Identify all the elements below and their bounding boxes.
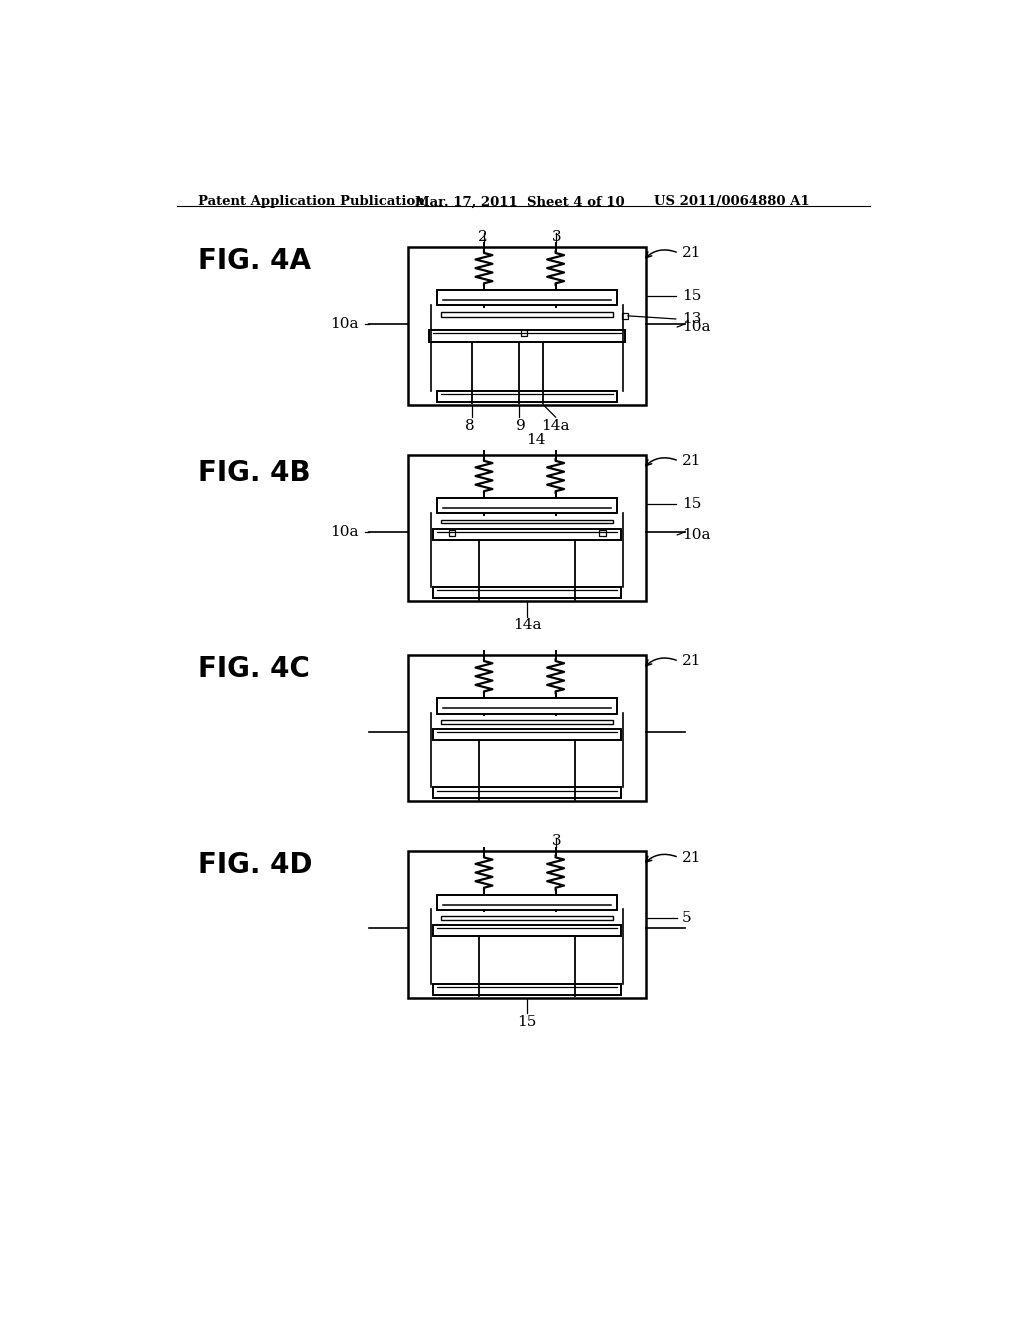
Bar (437, 290, 617, 305)
Bar (429, 330, 625, 342)
Bar (441, 520, 613, 524)
Bar (441, 312, 613, 317)
Text: 13: 13 (682, 312, 701, 326)
Text: 2: 2 (477, 230, 487, 244)
Text: 9: 9 (516, 418, 526, 433)
Bar (433, 729, 621, 739)
Text: 21: 21 (682, 850, 701, 865)
Text: FIG. 4D: FIG. 4D (199, 851, 312, 879)
Text: 21: 21 (682, 246, 701, 260)
Bar (433, 587, 621, 598)
Text: 15: 15 (682, 289, 701, 304)
Text: 10a: 10a (330, 525, 358, 539)
Text: 3: 3 (552, 230, 562, 244)
Text: 14: 14 (526, 433, 546, 446)
Text: 15: 15 (682, 498, 701, 511)
Text: 21: 21 (682, 454, 701, 469)
Text: 10a: 10a (682, 528, 711, 543)
Bar (449, 531, 455, 536)
Bar (408, 455, 646, 601)
Bar (408, 655, 646, 801)
Bar (433, 983, 621, 995)
Bar (599, 531, 605, 536)
Bar (408, 247, 646, 405)
Text: FIG. 4C: FIG. 4C (199, 655, 310, 682)
Text: FIG. 4B: FIG. 4B (199, 459, 311, 487)
Bar (433, 788, 621, 799)
Text: 5: 5 (682, 911, 691, 925)
Bar (433, 529, 621, 540)
Bar (437, 498, 617, 513)
Text: Mar. 17, 2011  Sheet 4 of 10: Mar. 17, 2011 Sheet 4 of 10 (416, 195, 625, 209)
Bar (521, 330, 527, 337)
Bar (433, 925, 621, 936)
Bar (437, 391, 617, 401)
Text: 10a: 10a (682, 319, 711, 334)
Bar (408, 851, 646, 998)
Bar (622, 313, 628, 319)
Text: 3: 3 (552, 834, 562, 849)
Text: Patent Application Publication: Patent Application Publication (199, 195, 425, 209)
Bar (441, 719, 613, 723)
Text: 21: 21 (682, 655, 701, 668)
Text: US 2011/0064880 A1: US 2011/0064880 A1 (654, 195, 810, 209)
Text: 14a: 14a (542, 418, 569, 433)
Bar (441, 916, 613, 920)
Text: 8: 8 (465, 418, 475, 433)
Text: 15: 15 (517, 1015, 537, 1028)
Text: FIG. 4A: FIG. 4A (199, 247, 311, 275)
Text: 14a: 14a (513, 618, 542, 632)
Bar (437, 698, 617, 714)
Bar (437, 895, 617, 909)
Text: 10a: 10a (330, 317, 358, 331)
